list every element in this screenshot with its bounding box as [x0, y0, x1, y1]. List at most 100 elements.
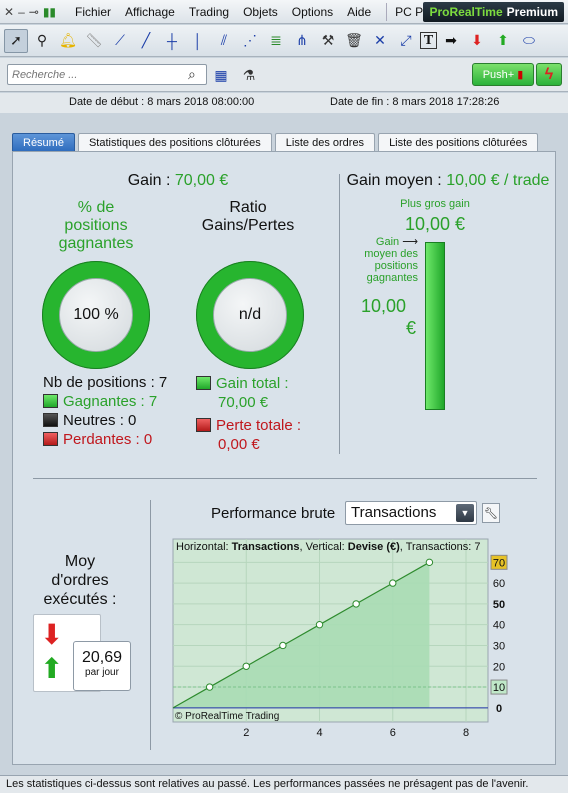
- tab-liste-positions[interactable]: Liste des positions clôturées: [378, 133, 539, 151]
- xtick-label: 8: [463, 727, 469, 739]
- ratio-title-line: Ratio: [229, 199, 267, 216]
- segment-icon[interactable]: ⟋: [115, 32, 125, 48]
- end-date: Date de fin : 8 mars 2018 17:28:26: [330, 96, 500, 108]
- avg-gain-label: Gain moyen :: [346, 172, 447, 189]
- data-point: [242, 662, 250, 670]
- performance-line: [172, 561, 430, 709]
- performance-select-value: Transactions: [351, 504, 437, 521]
- screener-icon[interactable]: ▦: [214, 66, 228, 83]
- arrow-right-icon: ⟶: [402, 236, 418, 248]
- winning-pct-gauge: 100 %: [42, 261, 150, 369]
- candlestick-icon: ▮▮: [42, 4, 57, 19]
- line-icon[interactable]: ╱: [141, 32, 151, 48]
- probacktest-icon[interactable]: ⚗: [242, 66, 256, 83]
- avg-winning-label: Gain ⟶ moyen des positions gagnantes: [338, 236, 418, 284]
- search-icon[interactable]: ⌕: [188, 66, 196, 82]
- menu-trading[interactable]: Trading: [188, 4, 230, 19]
- data-point: [389, 579, 397, 587]
- vertical-divider-bottom: [150, 500, 151, 750]
- brand-badge: ProRealTime Premium: [423, 2, 564, 22]
- pitchfork-icon[interactable]: ⋔: [296, 32, 308, 48]
- axis-layer: 0 10 20 30 40 50 60 70 2 4 6 8: [243, 554, 508, 739]
- chart-header-suffix: , Transactions: 7: [399, 541, 481, 553]
- avg-orders-title-line: exécutés :: [43, 591, 117, 608]
- total-loss-label: Perte totale :: [216, 417, 302, 434]
- tab-bar: Résumé Statistiques des positions clôtur…: [12, 133, 539, 151]
- pct-title: % de positions gagnantes: [41, 199, 151, 253]
- ruler-icon[interactable]: 📏︎: [85, 32, 103, 48]
- tab-resume[interactable]: Résumé: [12, 133, 75, 151]
- horizontal-line-icon[interactable]: ┼: [167, 32, 177, 49]
- window-controls: ✕ – ⊸ ▮▮: [0, 5, 68, 19]
- menu-separator: [386, 2, 388, 21]
- total-gain-value: 70,00 €: [218, 394, 269, 411]
- menu-bar: ✕ – ⊸ ▮▮ Fichier Affichage Trading Objet…: [0, 0, 568, 24]
- ratio-value: n/d: [238, 306, 262, 323]
- losing-count-label: Perdantes : 0: [63, 431, 153, 448]
- channel-icon[interactable]: ⫽: [220, 32, 228, 48]
- arrow-up-icon[interactable]: ⬆: [497, 32, 509, 48]
- ellipse-icon[interactable]: ⬭: [523, 32, 535, 48]
- lightning-button[interactable]: ϟ: [536, 63, 562, 86]
- gain-line: Gain : 70,00 €: [13, 172, 343, 190]
- pct-title-line: gagnantes: [58, 235, 134, 252]
- brand-name: ProRealTime: [429, 5, 503, 19]
- menu-options[interactable]: Options: [291, 4, 334, 19]
- arrow-right-icon[interactable]: ➡: [445, 32, 457, 48]
- zoom-icon[interactable]: ⚲: [36, 32, 48, 48]
- alert-bell-icon[interactable]: 🔔︎: [59, 32, 77, 48]
- ytick-label: 0: [496, 703, 502, 715]
- avg-winning-label-line: Gain: [375, 236, 400, 248]
- avg-orders-title-line: d'ordres: [51, 572, 109, 589]
- ytick-label: 20: [493, 661, 505, 673]
- tab-statistiques[interactable]: Statistiques des positions clôturées: [77, 133, 272, 151]
- minimize-icon[interactable]: –: [18, 4, 25, 19]
- pct-title-line: positions: [64, 217, 128, 234]
- performance-select[interactable]: Transactions ▼: [345, 501, 477, 525]
- push-button[interactable]: Push+ ▮: [472, 63, 534, 86]
- green-square-icon: [196, 376, 211, 390]
- fan-icon[interactable]: ⋰: [243, 32, 257, 48]
- chart-header-h: Transactions: [231, 541, 300, 553]
- pin-icon[interactable]: ⊸: [28, 4, 39, 19]
- hammer-icon[interactable]: ⚒: [321, 32, 335, 48]
- close-icon[interactable]: ✕: [4, 4, 15, 19]
- arrow-down-icon[interactable]: ⬇: [471, 32, 483, 48]
- trash-icon[interactable]: 🗑︎: [345, 32, 363, 48]
- wrench-icon[interactable]: 🔧︎: [482, 503, 500, 523]
- gain-value: 70,00 €: [174, 172, 229, 189]
- down-arrow-icon: ⬇: [40, 619, 64, 650]
- avg-orders-title-line: Moy: [64, 553, 96, 570]
- tab-liste-ordres[interactable]: Liste des ordres: [274, 133, 376, 151]
- data-point: [205, 683, 214, 691]
- menu-fichier[interactable]: Fichier: [75, 4, 112, 19]
- data-point: [279, 641, 287, 650]
- diagonal-icon[interactable]: ⤢: [400, 32, 412, 48]
- avg-gain-line: Gain moyen : 10,00 € / trade: [343, 172, 553, 190]
- pointer-icon[interactable]: ➚: [4, 28, 28, 53]
- fibonacci-icon[interactable]: ≣: [270, 32, 282, 48]
- ytick-label: 70: [493, 557, 505, 569]
- pct-title-line: % de: [77, 199, 115, 216]
- ratio-gauge: n/d: [196, 261, 304, 369]
- data-point: [315, 620, 324, 629]
- cross-icon[interactable]: ✕: [374, 32, 386, 48]
- avg-winning-value-line: €: [405, 318, 416, 338]
- lightning-icon: ϟ: [544, 65, 554, 83]
- orders-per-day-value: 20,69: [81, 649, 123, 666]
- menu-objets[interactable]: Objets: [243, 4, 278, 19]
- text-icon[interactable]: T: [420, 32, 437, 49]
- ytick-label: 30: [493, 640, 505, 652]
- search-input[interactable]: [7, 64, 207, 85]
- date-range: Date de début : 8 mars 2018 08:00:00 Dat…: [0, 93, 568, 113]
- chevron-down-icon: ▼: [456, 504, 474, 522]
- total-loss: Perte totale : 0,00 €: [196, 416, 301, 454]
- vertical-line-icon[interactable]: │: [193, 32, 203, 49]
- menu-aide[interactable]: Aide: [347, 4, 372, 19]
- xtick-label: 4: [316, 727, 322, 739]
- ytick-label: 60: [493, 578, 505, 590]
- total-loss-value: 0,00 €: [218, 436, 260, 453]
- performance-label: Performance brute: [211, 505, 336, 522]
- horizontal-divider: [33, 478, 537, 479]
- menu-affichage[interactable]: Affichage: [125, 4, 175, 19]
